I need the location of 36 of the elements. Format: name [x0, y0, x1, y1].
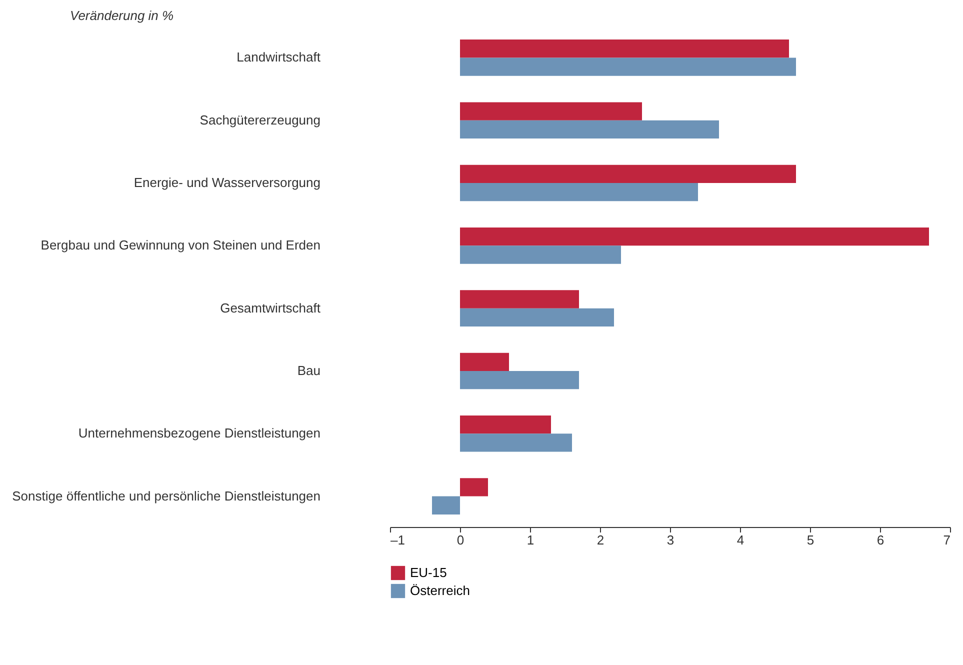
bar — [460, 228, 929, 246]
x-tick-label: –1 — [390, 532, 405, 548]
bar — [460, 183, 698, 202]
x-tick-label: 4 — [736, 532, 744, 548]
bar — [460, 40, 789, 58]
bar — [460, 308, 614, 326]
bar — [460, 434, 572, 452]
bar — [460, 58, 796, 76]
bar — [460, 370, 579, 390]
bar — [460, 246, 621, 264]
x-tick-label: 7 — [943, 532, 950, 548]
y-tick-label: Bau — [297, 362, 320, 378]
bar — [460, 164, 796, 184]
x-tick-label: 2 — [596, 532, 604, 548]
bar — [460, 415, 551, 434]
x-tick-label: 0 — [456, 532, 464, 548]
legend-label: Österreich — [410, 583, 470, 598]
y-tick-label: Energie- und Wasserversorgung — [134, 175, 320, 190]
x-tick-label: 6 — [876, 532, 884, 548]
y-tick-label: Gesamtwirtschaft — [220, 300, 321, 316]
bar — [460, 478, 488, 496]
y-tick-label: Unternehmensbezogene Dienstleistungen — [78, 426, 320, 441]
bar — [460, 102, 642, 120]
x-tick-label: 1 — [526, 532, 534, 548]
bar — [432, 496, 460, 514]
x-tick-label: 5 — [806, 532, 814, 548]
text: Veränderung in % — [70, 8, 174, 23]
y-tick-label: Bergbau und Gewinnung von Steinen und Erden — [40, 238, 320, 253]
y-tick-label: Sonstige öffentliche und persönliche Dienstleistungen — [12, 488, 320, 504]
bar — [460, 120, 719, 139]
legend-label: EU-15 — [410, 565, 447, 580]
x-tick-label: 3 — [666, 532, 674, 548]
bar — [460, 352, 509, 371]
bar — [460, 290, 579, 308]
y-tick-label: Landwirtschaft — [236, 50, 321, 65]
y-tick-label: Sachgütererzeugung — [200, 112, 320, 128]
